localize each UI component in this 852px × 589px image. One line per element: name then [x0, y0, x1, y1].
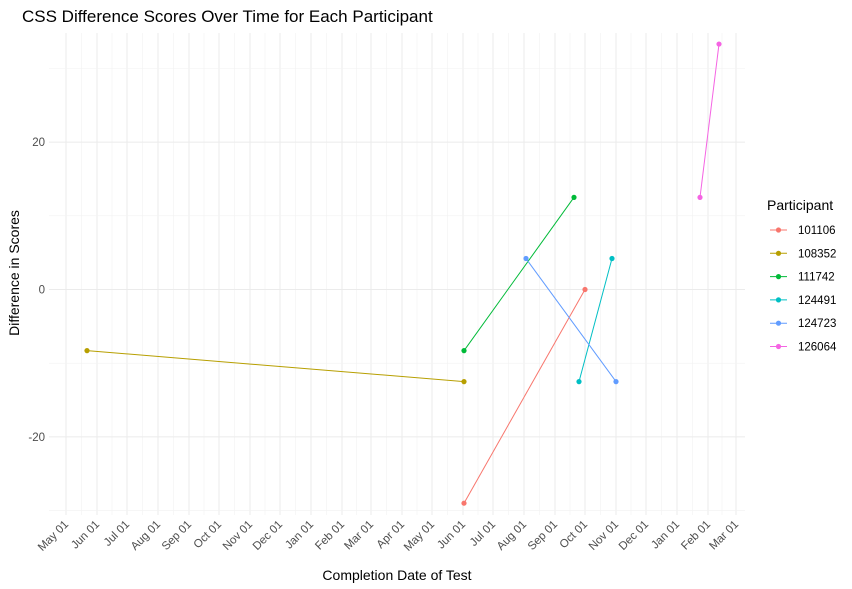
x-tick-label: Sep 01: [160, 519, 194, 553]
x-tick-label: Mar 01: [707, 519, 741, 553]
x-tick-label: May 01: [36, 519, 71, 554]
y-axis: -20 0 20: [28, 137, 45, 444]
series-line-126064: [699, 43, 720, 198]
x-tick-label: Nov 01: [587, 519, 621, 553]
legend-label-124491: 124491: [798, 295, 836, 307]
legend-title: Participant: [767, 197, 833, 213]
data-point-126064: [716, 41, 722, 47]
series-group: [84, 41, 722, 506]
data-point-101106: [582, 286, 588, 293]
legend-key-point: [775, 250, 782, 256]
series-line-124491: [578, 258, 613, 382]
x-tick-label: Feb 01: [313, 519, 347, 553]
data-point-111742: [571, 194, 577, 200]
x-tick-label: Mar 01: [342, 519, 376, 553]
data-point-111742: [461, 348, 467, 354]
data-point-124491: [609, 255, 615, 262]
legend-key-point: [775, 343, 782, 350]
x-tick-label: Jan 01: [283, 519, 316, 552]
x-tick-label: Aug 01: [129, 519, 163, 553]
legend-label-108352: 108352: [798, 248, 836, 260]
y-axis-title: Difference in Scores: [6, 210, 22, 336]
series-line-111742: [463, 197, 575, 351]
x-axis-title: Completion Date of Test: [322, 567, 471, 583]
x-tick-label: Jan 01: [649, 519, 682, 552]
chart-title: CSS Difference Scores Over Time for Each…: [22, 7, 433, 26]
legend-key-point: [775, 320, 782, 326]
x-tick-label: Nov 01: [221, 519, 255, 553]
legend-key-point: [775, 227, 782, 233]
legend-key-point: [775, 274, 782, 280]
series-line-101106: [463, 289, 586, 504]
x-tick-label: Jun 01: [69, 519, 102, 552]
data-point-124491: [576, 379, 582, 385]
legend: Participant 101106 108352 111742 124491 1247…: [767, 197, 837, 354]
y-tick-label: 20: [32, 137, 45, 149]
data-point-101106: [461, 500, 467, 506]
legend-label-124723: 124723: [798, 318, 836, 330]
x-tick-label: Feb 01: [679, 519, 713, 553]
grid: [49, 33, 745, 515]
x-tick-label: Jun 01: [435, 519, 468, 552]
x-tick-label: Dec 01: [251, 519, 285, 553]
x-tick-label: Oct 01: [192, 519, 224, 551]
legend-label-126064: 126064: [798, 342, 837, 354]
data-point-124723: [523, 255, 529, 262]
x-tick-label: Aug 01: [495, 519, 529, 553]
data-point-108352: [461, 379, 467, 385]
x-tick-label: Dec 01: [617, 519, 651, 553]
data-point-108352: [84, 348, 90, 354]
x-tick-label: Oct 01: [558, 519, 590, 551]
y-tick-label: -20: [28, 432, 45, 444]
x-tick-label: May 01: [402, 519, 437, 554]
legend-label-111742: 111742: [798, 272, 835, 284]
legend-key-point: [775, 297, 782, 303]
legend-label-101106: 101106: [798, 225, 836, 237]
data-point-126064: [697, 194, 703, 200]
series-line-124723: [525, 258, 617, 382]
y-tick-label: 0: [39, 284, 45, 296]
series-line-108352: [86, 350, 465, 383]
x-tick-label: Sep 01: [526, 519, 560, 553]
data-point-124723: [613, 379, 619, 385]
